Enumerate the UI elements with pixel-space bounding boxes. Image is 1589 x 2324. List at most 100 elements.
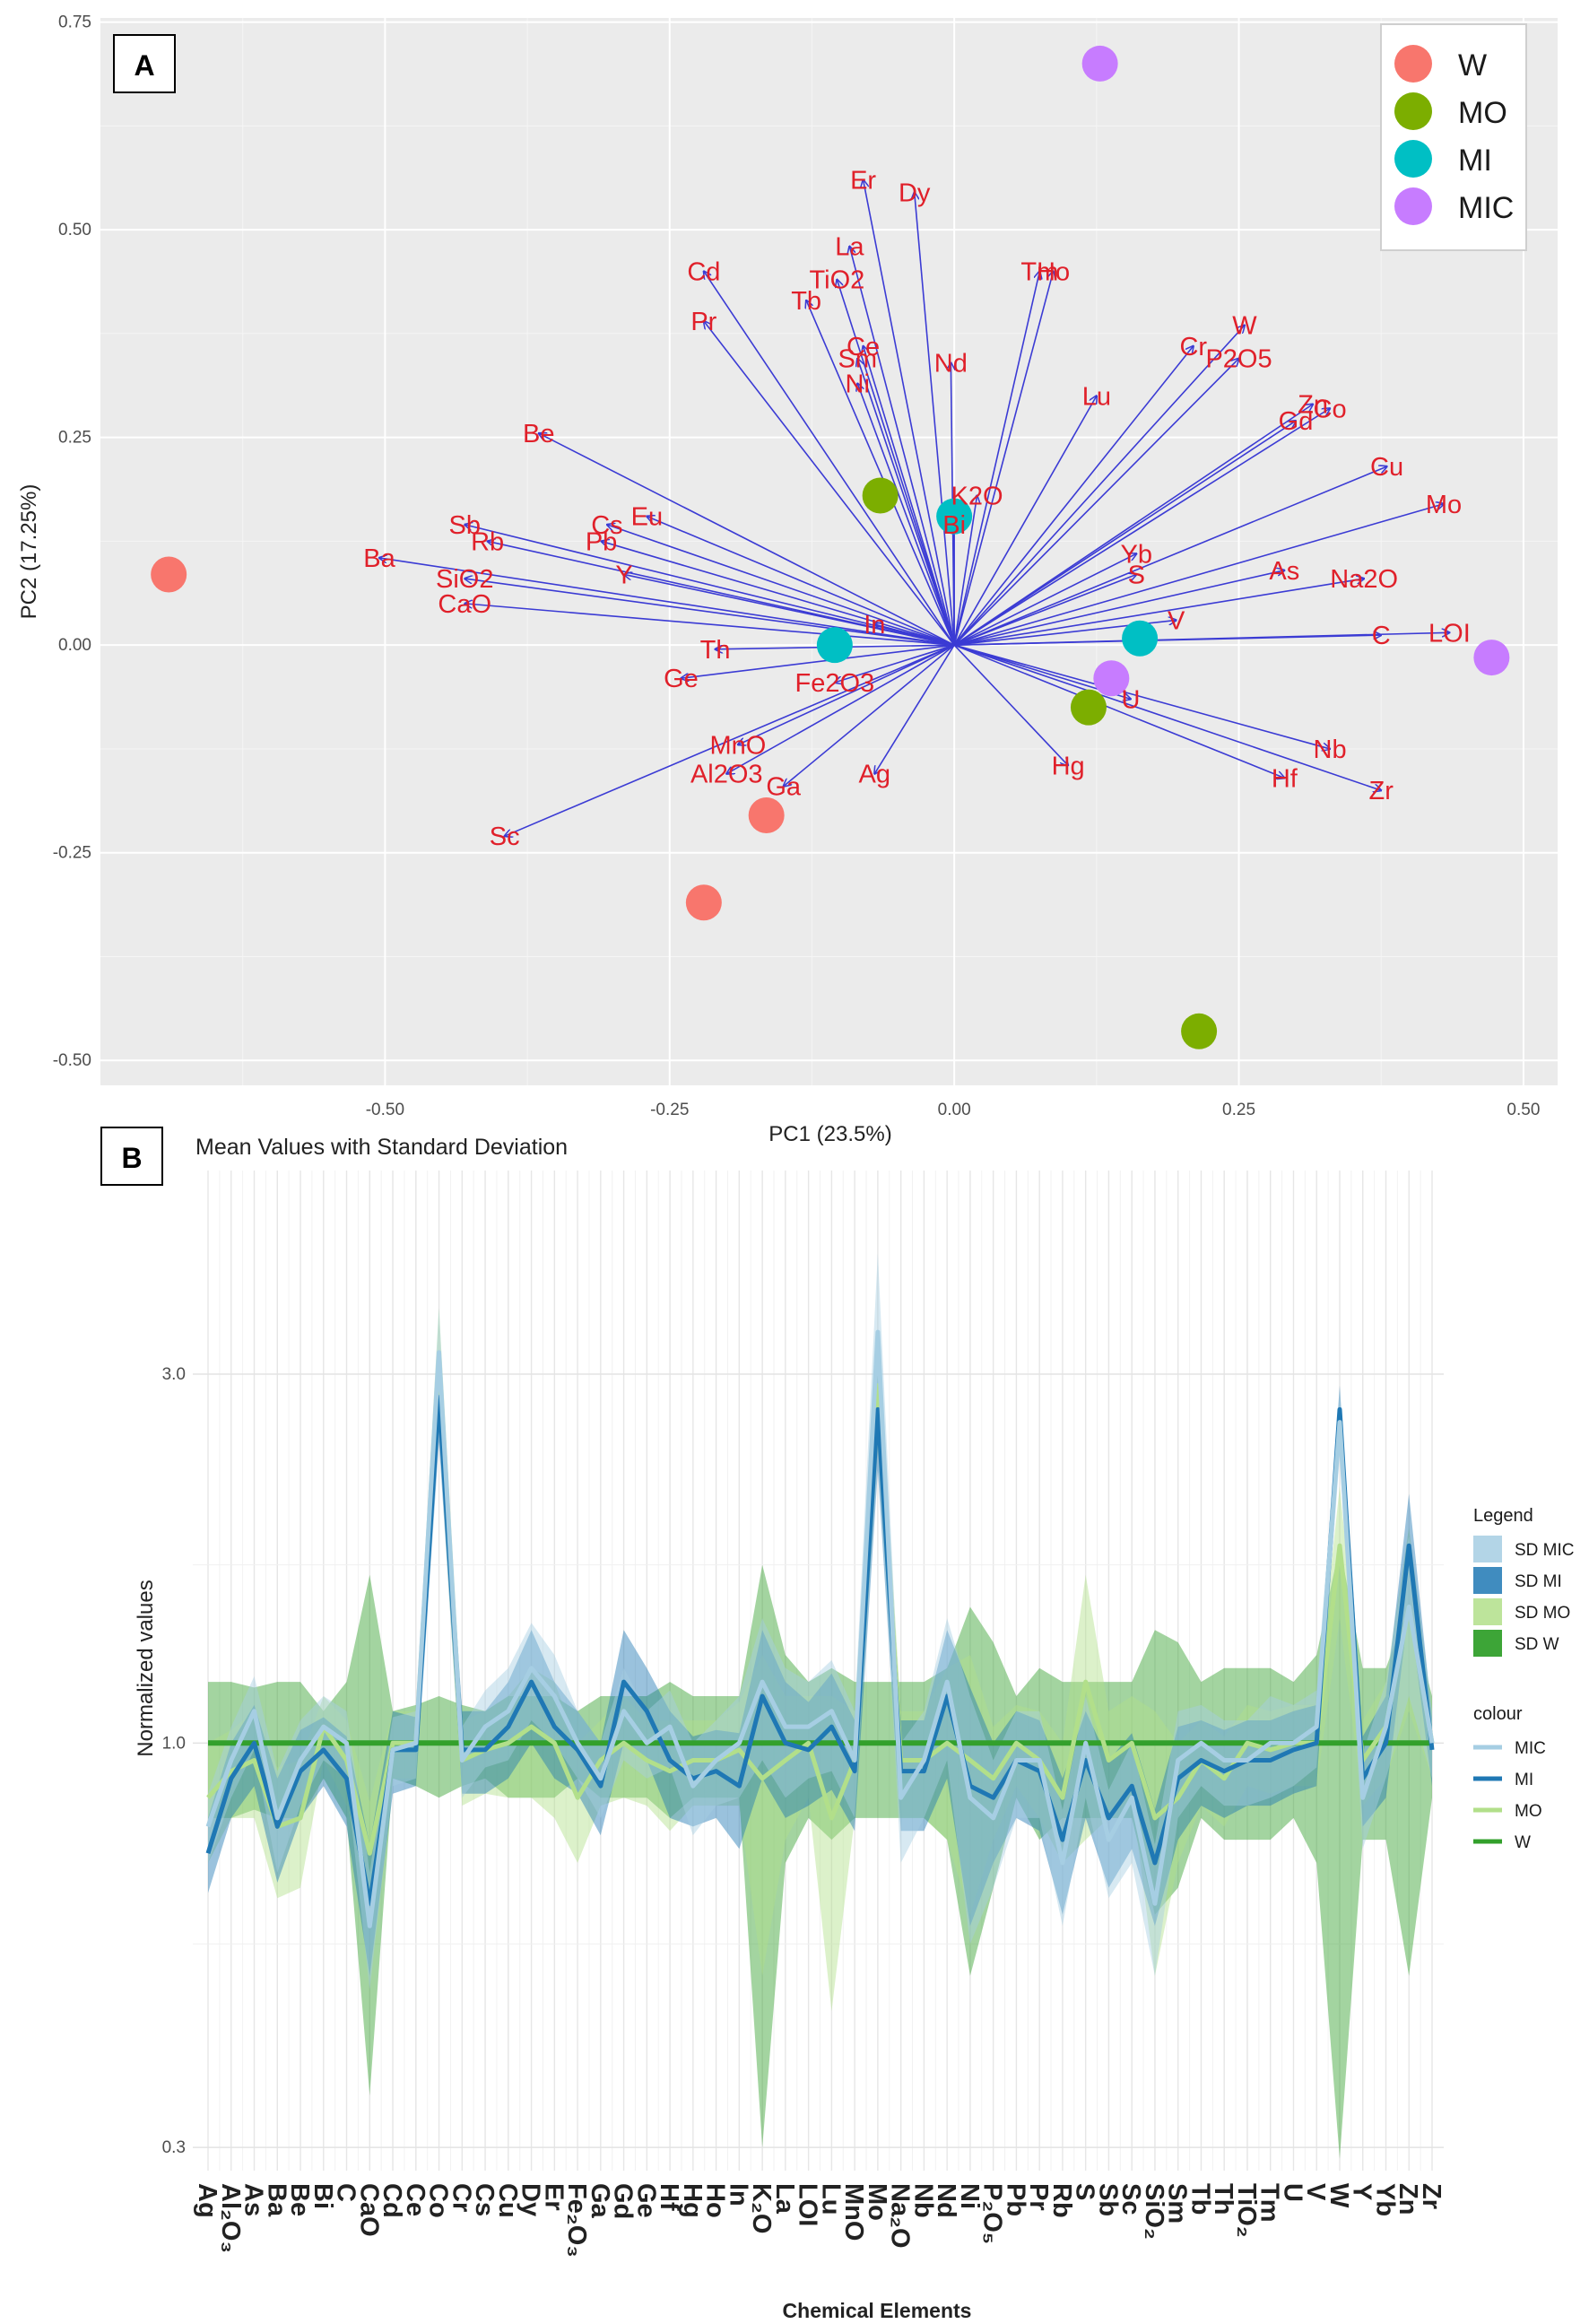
loading-label: S: [1128, 561, 1145, 589]
element-label: S: [1071, 2183, 1099, 2200]
loading-arrow: [953, 326, 1245, 646]
sample-point: [1122, 620, 1159, 657]
legend-key: [1394, 187, 1432, 225]
loading-label: MnO: [710, 731, 767, 760]
legend-sd-swatch: [1473, 1536, 1502, 1562]
loading-arrow: [738, 644, 955, 744]
line-y-tick-label: 3.0: [162, 1365, 186, 1384]
sample-point: [1181, 1013, 1218, 1049]
element-label: In: [724, 2183, 752, 2206]
loading-label: Dy: [899, 178, 931, 207]
element-label: Cr: [447, 2183, 475, 2212]
loading-arrow: [465, 604, 955, 646]
element-label: Na₂O: [886, 2183, 915, 2249]
loading-label: Tb: [791, 287, 821, 316]
loading-arrow: [915, 192, 955, 646]
element-label: Bi: [308, 2183, 337, 2209]
element-label: Co: [424, 2183, 453, 2218]
loading-arrow: [953, 504, 1444, 646]
legend-label: MO: [1458, 96, 1507, 130]
legend-line-label: MIC: [1515, 1739, 1546, 1758]
pca-loading-arrows: [379, 180, 1449, 837]
loading-arrow: [953, 271, 1053, 646]
panel-a-label: A: [113, 34, 176, 93]
sd-band: [208, 1308, 1432, 2012]
loading-arrow: [835, 644, 955, 683]
loading-arrow: [953, 644, 1381, 790]
pca-x-tick-label: -0.25: [650, 1101, 689, 1119]
loading-arrow: [784, 644, 955, 786]
element-label: Sb: [1093, 2183, 1122, 2216]
element-label: Be: [285, 2183, 314, 2216]
legend-line-label: W: [1515, 1833, 1531, 1852]
loading-label: Na2O: [1330, 565, 1398, 594]
pca-loading-labels: Er DyLaTiO2TbCdPrCeSmNiNdTmHoLuCrWP2O5ZnC…: [363, 167, 1470, 852]
legend-key: [1394, 92, 1432, 130]
element-label: Ni: [955, 2183, 984, 2209]
element-label: Zr: [1417, 2183, 1446, 2209]
sd-band: [208, 1357, 1432, 1976]
sample-point: [1070, 689, 1107, 726]
line-chart-title: Mean Values with Standard Deviation: [195, 1135, 568, 1160]
loading-arrow: [954, 579, 1364, 646]
loading-label: Pb: [586, 527, 617, 556]
loading-label: Sc: [490, 823, 520, 851]
pca-x-tick-label: 0.25: [1222, 1101, 1255, 1119]
loading-arrow: [857, 359, 955, 646]
line-y-tick-label: 0.3: [162, 2138, 186, 2157]
line-gridlines: [193, 1171, 1444, 2171]
element-label: Gd: [609, 2183, 638, 2219]
element-label: Pr: [1024, 2183, 1053, 2211]
loading-arrow: [953, 421, 1296, 646]
element-label: C: [332, 2183, 360, 2202]
element-label: Ge: [631, 2183, 660, 2218]
legend-label: MI: [1458, 144, 1492, 178]
element-label: Th: [1209, 2183, 1237, 2215]
element-label: Yb: [1370, 2183, 1399, 2216]
element-label: Cs: [470, 2183, 499, 2216]
element-label: Zn: [1394, 2183, 1422, 2215]
loading-label: Ba: [363, 544, 395, 573]
element-label: Y: [1348, 2183, 1376, 2200]
pca-x-axis-title: PC1 (23.5%): [768, 1122, 891, 1146]
loading-arrow: [857, 383, 955, 646]
element-label: Dy: [517, 2183, 545, 2216]
loading-label: Yb: [1121, 540, 1152, 569]
loading-label: Tm: [1020, 257, 1058, 286]
loading-label: Pr: [690, 308, 716, 336]
element-label: Ho: [701, 2183, 730, 2218]
element-label: LOI: [794, 2183, 822, 2226]
loading-label: Nb: [1314, 735, 1347, 764]
sample-point: [748, 797, 785, 834]
loading-label: Ga: [766, 773, 802, 802]
loading-label: C: [1372, 622, 1391, 650]
pca-legend: W MO MI MIC: [1380, 23, 1527, 251]
loading-label: Ag: [859, 761, 890, 789]
element-label: As: [239, 2183, 268, 2216]
loading-label: U: [1121, 685, 1140, 714]
element-label: SiO₂: [1140, 2183, 1168, 2240]
element-label: TiO₂: [1232, 2183, 1261, 2238]
element-label: W: [1324, 2183, 1353, 2208]
loading-label: Bi: [942, 511, 966, 540]
element-label: Al₂O₃: [216, 2183, 245, 2253]
loading-label: Cs: [591, 511, 622, 540]
loading-label: K2O: [951, 482, 1003, 510]
element-label: Sc: [1116, 2183, 1145, 2215]
pca-x-tick-label: 0.50: [1507, 1101, 1540, 1119]
element-label: MnO: [839, 2183, 868, 2241]
legend-label: W: [1458, 48, 1487, 83]
loading-arrow: [624, 574, 955, 646]
mean-lines: [205, 1329, 1435, 1928]
loading-label: Y: [615, 561, 632, 589]
pca-plot-background: [100, 18, 1558, 1085]
legend-sd-label: SD MIC: [1515, 1541, 1575, 1560]
loading-arrow: [849, 247, 955, 646]
element-label: Ag: [193, 2183, 221, 2218]
loading-label: Cu: [1370, 453, 1403, 482]
loading-label: Mo: [1426, 491, 1462, 519]
element-label: Hf: [655, 2183, 683, 2211]
loading-arrow: [602, 541, 955, 646]
sample-point: [1081, 45, 1118, 82]
loading-arrow: [505, 644, 955, 836]
